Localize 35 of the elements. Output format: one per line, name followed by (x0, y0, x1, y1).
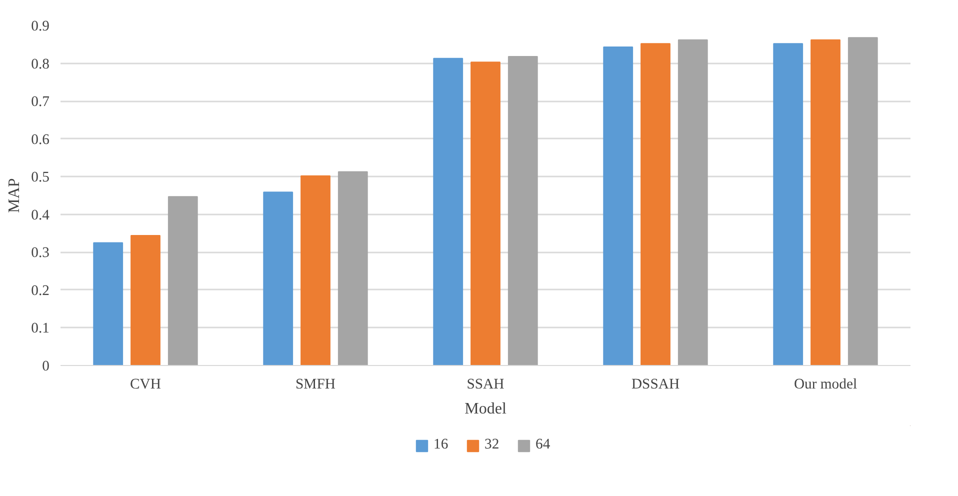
y-tick-label: 0.6 (31, 132, 50, 148)
y-tick-label: 0 (42, 358, 50, 374)
bar (168, 196, 198, 366)
legend-label: 32 (484, 436, 500, 454)
y-tick-label: 0.1 (31, 320, 50, 337)
x-tick-label: DSSAH (631, 376, 680, 392)
x-axis-title: Model (464, 400, 507, 418)
bar (640, 43, 670, 366)
legend-label: 64 (536, 436, 552, 454)
x-tick-label: CVH (130, 376, 162, 392)
x-tick-label: Our model (794, 376, 858, 392)
bar (508, 56, 538, 366)
bar (263, 192, 294, 366)
bar (300, 175, 330, 366)
bar (810, 39, 840, 366)
bar (773, 43, 804, 366)
bar (130, 235, 160, 366)
y-axis-title: MAP (6, 178, 24, 213)
bar (603, 46, 634, 366)
bar (338, 171, 368, 366)
bar (93, 242, 124, 366)
x-tick-label: SSAH (466, 376, 505, 392)
legend-label: 16 (434, 436, 450, 454)
y-tick-label: 0.5 (31, 170, 50, 186)
y-tick-label: 0.8 (31, 56, 50, 72)
y-tick-label: 0.2 (31, 282, 50, 299)
bar (678, 39, 708, 366)
y-tick-label: 0.7 (31, 94, 50, 110)
bar (470, 62, 500, 366)
x-tick-label: SMFH (296, 376, 336, 392)
y-tick-label: 0.4 (31, 207, 50, 224)
bar (433, 58, 464, 366)
bar (848, 37, 878, 366)
y-tick-label: 0.3 (31, 245, 50, 262)
y-tick-label: 0.9 (31, 18, 50, 34)
